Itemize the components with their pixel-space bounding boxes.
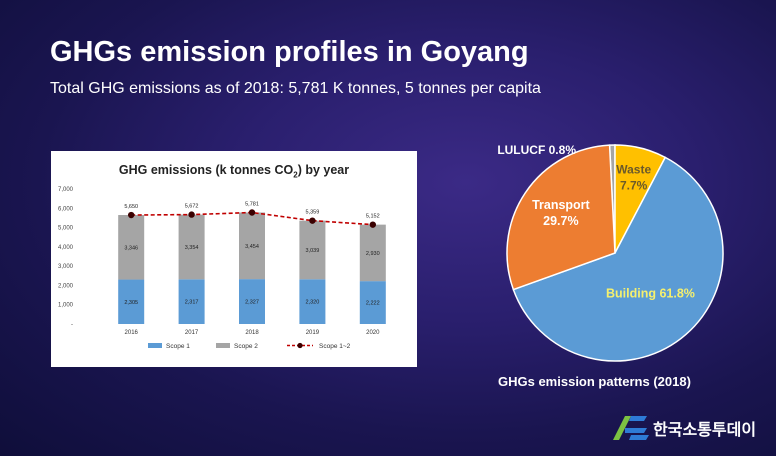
- data-label-scope-2: 3,454: [245, 244, 259, 250]
- bar-scope-2: [299, 220, 326, 280]
- data-label-scope-1: 2,317: [185, 300, 199, 306]
- pie-label-transport-value: 29.7%: [543, 214, 578, 228]
- bar-scope-1: [118, 279, 145, 324]
- pie-label-waste-value: 7.7%: [620, 178, 648, 192]
- bar-scope-2: [239, 212, 265, 280]
- x-tick-label: 2020: [366, 330, 380, 336]
- y-tick-label: 3,000: [58, 264, 74, 270]
- data-label-scope-2: 3,354: [185, 245, 199, 251]
- y-tick-label: 1,000: [58, 303, 74, 309]
- bar-scope-1: [239, 279, 265, 324]
- bar-chart: - 1,000 2,000 3,000 4,000 5,000 6,000 7,000 2,30…: [58, 187, 386, 350]
- data-label-scope-2: 3,039: [306, 248, 320, 254]
- bar-scope-2: [178, 214, 205, 280]
- pie-label-building: Building 61.8%: [606, 287, 695, 301]
- data-label-scope-1: 2,305: [124, 300, 138, 306]
- y-tick-label: 5,000: [58, 226, 74, 232]
- y-tick-label: 2,000: [58, 283, 74, 289]
- x-tick-label: 2018: [245, 330, 259, 336]
- pie-chart-caption: GHGs emission patterns (2018): [498, 374, 691, 389]
- bar-scope-1: [299, 279, 326, 324]
- bar-chart-panel: GHG emissions (k tonnes CO2) by year - 1,…: [51, 151, 417, 367]
- bar-scope-2: [118, 215, 145, 280]
- pie-slice-transport: [506, 144, 616, 291]
- data-label-scope-1-2: 5,152: [366, 214, 380, 220]
- slide-title: GHGs emission profiles in Goyang: [50, 36, 529, 68]
- legend-label-scope-1: Scope 1: [166, 343, 190, 350]
- x-tick-label: 2016: [125, 330, 139, 336]
- legend-marker-scope-1-2: [297, 342, 303, 349]
- point-scope-1-2: [309, 217, 316, 224]
- data-label-scope-1: 2,327: [245, 300, 259, 306]
- y-tick-label: -: [71, 322, 73, 328]
- brand-logo-icon: [613, 416, 649, 440]
- bar-scope-1: [359, 281, 386, 324]
- y-tick-label: 6,000: [58, 206, 74, 212]
- brand-name: 한국소통투데이: [653, 422, 757, 439]
- data-label-scope-1-2: 5,650: [124, 204, 138, 210]
- y-tick-label: 4,000: [58, 245, 74, 251]
- data-label-scope-2: 2,930: [366, 251, 380, 257]
- data-label-scope-2: 3,346: [124, 245, 138, 251]
- data-label-scope-1-2: 5,781: [245, 202, 259, 208]
- x-tick-label: 2019: [306, 330, 320, 336]
- point-scope-1-2: [188, 211, 195, 218]
- bar-scope-2: [359, 224, 386, 282]
- legend-label-scope-1-2: Scope 1~2: [319, 343, 351, 350]
- bar-chart-title: GHG emissions (k tonnes CO2) by year: [118, 163, 350, 180]
- bar-scope-1: [178, 279, 205, 324]
- pie-label-waste-name: Waste: [616, 162, 651, 176]
- data-label-scope-1: 2,222: [366, 301, 380, 307]
- pie-label-transport-name: Transport: [532, 198, 590, 212]
- point-scope-1-2: [128, 211, 135, 219]
- legend-swatch-scope-2: [216, 343, 230, 348]
- data-label-scope-1-2: 5,359: [306, 210, 320, 216]
- point-scope-1-2: [369, 221, 376, 228]
- y-tick-label: 7,000: [58, 187, 74, 193]
- legend-label-scope-2: Scope 2: [234, 343, 258, 350]
- slide-subtitle: Total GHG emissions as of 2018: 5,781 K …: [50, 80, 541, 97]
- point-scope-1-2: [248, 209, 256, 216]
- data-label-scope-1-2: 5,672: [185, 204, 199, 210]
- brand-logo: 한국소통투데이: [611, 412, 771, 442]
- pie-slice-building: [512, 156, 724, 362]
- legend-swatch-scope-1: [148, 343, 162, 348]
- pie-label-lulucf: LULUCF 0.8%: [497, 143, 576, 157]
- x-tick-label: 2017: [185, 330, 199, 336]
- data-label-scope-1: 2,320: [306, 300, 320, 306]
